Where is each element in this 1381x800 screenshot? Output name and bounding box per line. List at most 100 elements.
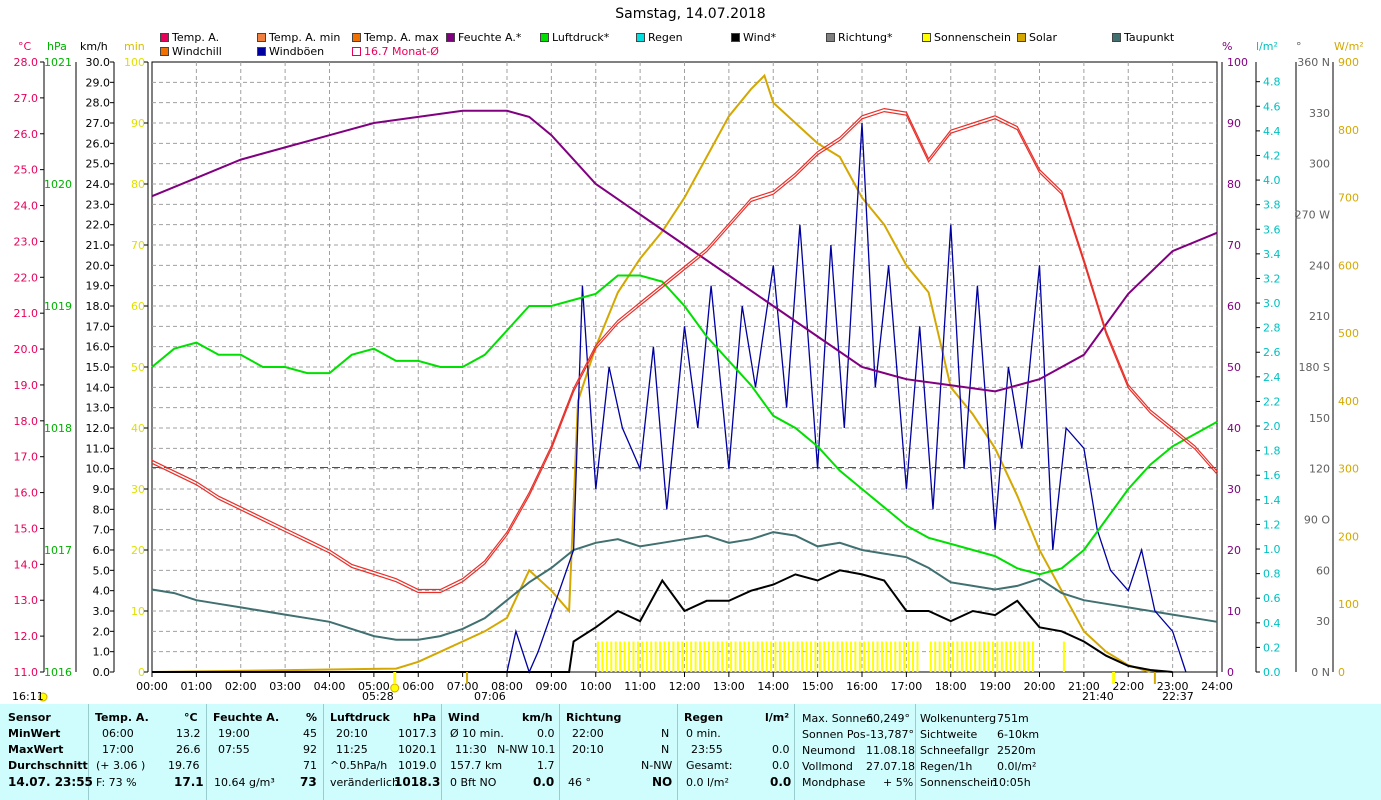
- legend-label: Wind*: [743, 31, 777, 44]
- legend-label: Windböen: [269, 45, 325, 58]
- solar-tick-label: 700: [1338, 192, 1359, 205]
- legend-swatch: [257, 47, 266, 56]
- humidity-current-value: 73: [300, 775, 317, 789]
- new-moon-value: 11.08.18: [866, 744, 915, 757]
- rain-tick-label: 4.2: [1263, 149, 1281, 162]
- rain-total-value: 0.0: [772, 759, 790, 772]
- panel-divider: [206, 704, 207, 800]
- temp-axis-unit: °C: [18, 40, 32, 53]
- min-tick-label: 90: [131, 117, 145, 130]
- wind-tick-label: 18.0: [86, 300, 111, 313]
- legend-swatch: [160, 47, 169, 56]
- wind-tick-label: 28.0: [86, 97, 111, 110]
- pressure-trend: ^0.5hPa/h: [330, 759, 388, 772]
- wind-tick-label: 20.0: [86, 259, 111, 272]
- start-sun-icon: [38, 692, 48, 702]
- direction-tick-label: 300: [1309, 158, 1330, 171]
- direction-max-value: N: [661, 743, 670, 756]
- wind-distance: 157.7 km: [450, 759, 503, 772]
- time-tick-label: 09:00: [536, 680, 568, 693]
- min-tick-label: 30: [131, 483, 145, 496]
- humidity-tick-label: 0: [1227, 666, 1234, 679]
- legend-label: 16.7 Monat-Ø: [364, 45, 439, 58]
- sun-max-value: 60,249°: [866, 712, 910, 725]
- temp-avg-value: 19.76: [168, 759, 200, 772]
- rain-tick-label: 2.4: [1263, 371, 1281, 384]
- rain-tick-label: 3.6: [1263, 223, 1281, 236]
- moon-phase-label: Mondphase: [802, 776, 866, 789]
- direction-min-time: 22:00: [572, 727, 604, 740]
- legend-swatch: [636, 33, 645, 42]
- sun-pos-value: -13,787°: [866, 728, 914, 741]
- legend-label: Temp. A. min: [269, 31, 341, 44]
- rain-tick-label: 2.8: [1263, 322, 1281, 335]
- stats-panel: Sensor MinWert MaxWert Durchschnitt 14.0…: [0, 704, 1381, 800]
- legend-month-avg: 16.7 Monat-Ø: [352, 45, 439, 58]
- rain-tick-label: 3.4: [1263, 248, 1281, 261]
- min-tick-label: 80: [131, 178, 145, 191]
- wind-unit: km/h: [522, 711, 553, 724]
- min-tick-label: 70: [131, 239, 145, 252]
- rain-tick-label: 0.2: [1263, 641, 1281, 654]
- legend-swatch: [1017, 33, 1026, 42]
- humidity-tick-label: 40: [1227, 422, 1241, 435]
- temp-tick-label: 20.0: [14, 343, 39, 356]
- wind-tick-label: 9.0: [93, 483, 111, 496]
- rain-tick-label: 4.6: [1263, 100, 1281, 113]
- temp-header: Temp. A.: [95, 711, 149, 724]
- legend-swatch: [352, 47, 361, 56]
- wind-tick-label: 24.0: [86, 178, 111, 191]
- sunshine-value: 10:05h: [992, 776, 1031, 789]
- legend-swatch: [257, 33, 266, 42]
- pressure-min-time: 20:10: [336, 727, 368, 740]
- pressure-line: [151, 274, 1218, 576]
- wind-line: [152, 569, 1173, 673]
- wind-tick-label: 13.0: [86, 402, 111, 415]
- time-tick-label: 08:00: [491, 680, 523, 693]
- rain-tick-label: 3.2: [1263, 272, 1281, 285]
- time-tick-label: 24:00: [1201, 680, 1233, 693]
- maxwert-label: MaxWert: [8, 743, 64, 756]
- wind-tick-label: 0.0: [93, 666, 111, 679]
- time-tick-label: 07:00: [447, 680, 479, 693]
- wind-tick-label: 11.0: [86, 442, 111, 455]
- panel-divider: [794, 704, 795, 800]
- rain-tick-label: 3.8: [1263, 199, 1281, 212]
- solar-tick-label: 100: [1338, 598, 1359, 611]
- rain-tick-label: 2.2: [1263, 395, 1281, 408]
- pressure-avg-value: 1019.0: [398, 759, 437, 772]
- temp-tick-label: 19.0: [14, 379, 39, 392]
- wind-tick-label: 21.0: [86, 239, 111, 252]
- legend-humidity: Feuchte A.*: [446, 31, 521, 44]
- current-datetime: 14.07. 23:55: [8, 775, 93, 789]
- wind-tick-label: 23.0: [86, 198, 111, 211]
- temp-tick-label: 13.0: [14, 594, 39, 607]
- direction-tick-label: 120: [1309, 463, 1330, 476]
- time-tick-label: 14:00: [757, 680, 789, 693]
- rain-tick-label: 4.8: [1263, 76, 1281, 89]
- solar-tick-label: 200: [1338, 530, 1359, 543]
- wind-tick-label: 6.0: [93, 544, 111, 557]
- wind-tick-label: 4.0: [93, 585, 111, 598]
- wind-header: Wind: [448, 711, 480, 724]
- panel-divider: [677, 704, 678, 800]
- snowline-value: 2520m: [997, 744, 1036, 757]
- snowline-label: Schneefallgr: [920, 744, 989, 757]
- cloudbase-value: 751m: [997, 712, 1029, 725]
- humidity-tick-label: 70: [1227, 239, 1241, 252]
- temp-tick-label: 26.0: [14, 128, 39, 141]
- min-tick-label: 100: [124, 56, 145, 69]
- sunrise-time: 05:28: [362, 690, 394, 703]
- legend-swatch: [922, 33, 931, 42]
- rain-hour-value: 0.0l/m²: [997, 760, 1037, 773]
- legend-swatch: [731, 33, 740, 42]
- humidity-tick-label: 60: [1227, 300, 1241, 313]
- rain-amount: 0.0 l/m²: [686, 776, 729, 789]
- pressure-min-value: 1017.3: [398, 727, 437, 740]
- legend-temp: Temp. A.: [160, 31, 219, 44]
- legend-label: Solar: [1029, 31, 1058, 44]
- temp-cur-feel: F: 73 %: [96, 776, 137, 789]
- sun-pos-label: Sonnen Pos: [802, 728, 866, 741]
- dewpoint-line: [151, 531, 1218, 641]
- temp-tick-label: 23.0: [14, 235, 39, 248]
